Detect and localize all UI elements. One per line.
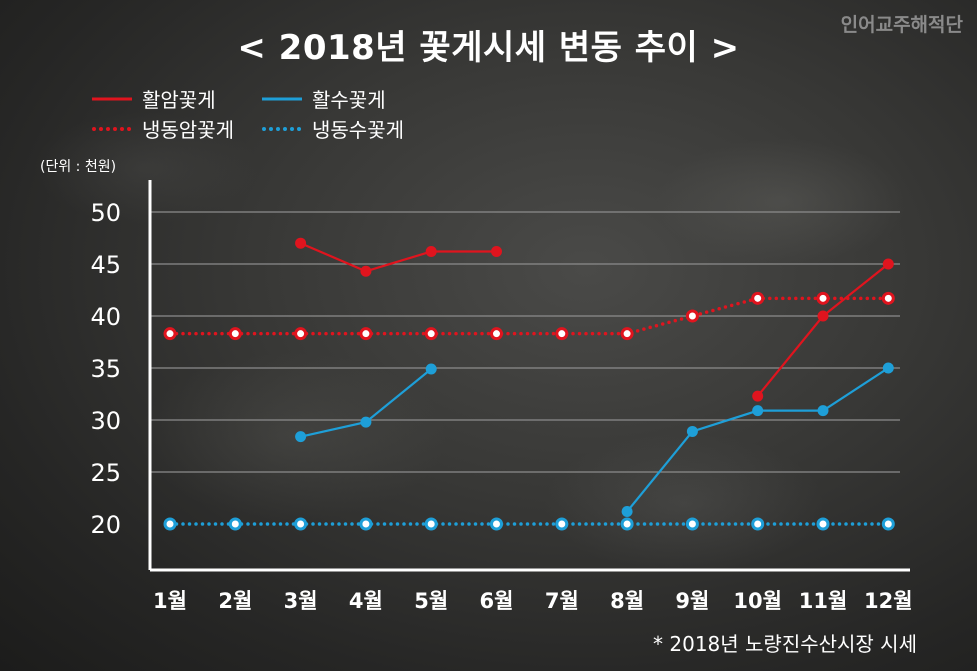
legend-label: 활암꽃게 [142,88,216,112]
data-point [881,517,895,531]
legend-label: 냉동수꽃게 [312,118,404,142]
x-tick-label: 9월 [675,589,709,613]
data-point [359,517,373,531]
y-tick-label: 30 [90,407,121,435]
y-tick-label: 40 [90,303,121,331]
data-point [751,517,765,531]
data-point [817,310,829,322]
x-tick-label: 8월 [610,589,644,613]
x-tick-label: 1월 [153,589,187,613]
legend-item-live-male: 활수꽃게 [262,84,386,113]
y-tick-label: 20 [90,511,121,539]
data-point [228,327,242,341]
legend-label: 활수꽃게 [312,88,386,112]
data-point [620,327,634,341]
data-point [360,416,372,428]
legend-swatch-solid-blue [262,97,302,100]
data-point [816,291,830,305]
data-point [817,405,829,417]
data-point [555,327,569,341]
data-point [228,517,242,531]
x-tick-label: 4월 [349,589,383,613]
legend-swatch-dotted-blue [262,126,302,131]
data-point [490,327,503,341]
data-point [359,327,373,341]
y-tick-label: 50 [90,199,121,227]
chart-title: < 2018년 꽃게시세 변동 추이 > [237,28,740,68]
data-point [360,265,372,277]
y-tick-label: 25 [90,459,121,487]
x-tick-label: 10월 [733,589,782,613]
data-point [816,517,830,531]
data-point [424,517,438,531]
data-point [555,517,569,531]
x-tick-label: 2월 [218,589,252,613]
data-point [424,327,438,341]
data-point [490,517,503,531]
source-note: * 2018년 노량진수산시장 시세 [653,632,917,656]
data-point [425,246,437,258]
data-point [685,309,699,323]
legend-item-frozen-female: 냉동암꽃게 [92,114,234,143]
data-point [881,291,895,305]
data-point [295,431,307,443]
x-tick-label: 5월 [414,589,448,613]
x-tick-label: 7월 [545,589,579,613]
data-point [491,246,502,258]
x-tick-label: 3월 [284,589,318,613]
x-tick-label: 6월 [480,589,514,613]
series-line [300,242,497,273]
data-point [425,363,437,375]
legend-item-frozen-male: 냉동수꽃게 [262,114,404,143]
series-line [168,296,891,336]
data-point [163,517,177,531]
data-point [882,362,894,374]
series-line [756,263,889,397]
data-point [752,390,764,402]
series-line [626,367,889,513]
unit-label: (단위 : 천원) [40,159,117,175]
data-point [294,327,308,341]
data-point [294,517,308,531]
data-point [163,327,177,341]
legend-swatch-dotted-red [92,126,132,131]
legend-swatch-solid-red [92,97,132,100]
watermark: 인어교주해적단 [840,14,963,36]
data-point [620,517,634,531]
legend-item-live-female: 활암꽃게 [92,84,216,113]
data-point [882,258,894,270]
data-point [752,405,764,417]
data-point [686,425,698,437]
data-point [621,506,633,518]
data-point [751,291,765,305]
y-tick-label: 35 [90,355,121,383]
legend-label: 냉동암꽃게 [142,118,234,142]
x-tick-label: 11월 [799,589,848,613]
y-tick-label: 45 [90,251,121,279]
data-point [295,237,307,249]
data-point [685,517,699,531]
x-tick-label: 12월 [864,589,913,613]
